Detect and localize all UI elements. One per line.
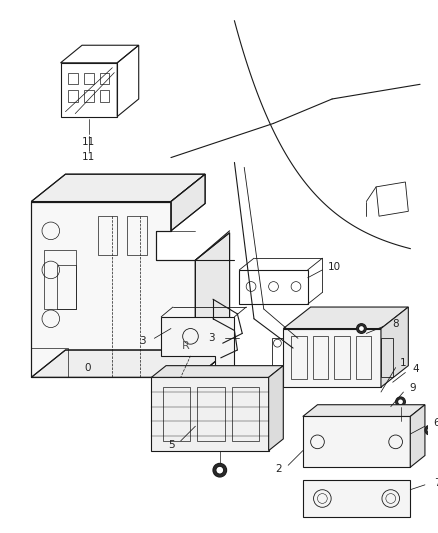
Circle shape bbox=[357, 324, 366, 334]
Circle shape bbox=[398, 399, 403, 405]
Polygon shape bbox=[283, 328, 381, 387]
Polygon shape bbox=[268, 366, 283, 450]
Circle shape bbox=[213, 463, 226, 477]
Text: 11: 11 bbox=[82, 137, 95, 147]
Text: R: R bbox=[182, 341, 190, 351]
Polygon shape bbox=[303, 405, 425, 416]
Text: 11: 11 bbox=[82, 151, 95, 161]
Circle shape bbox=[425, 425, 434, 435]
Text: 10: 10 bbox=[328, 262, 341, 272]
Text: 0: 0 bbox=[85, 362, 91, 373]
Circle shape bbox=[359, 326, 364, 332]
Polygon shape bbox=[283, 307, 408, 328]
Circle shape bbox=[216, 466, 224, 474]
Polygon shape bbox=[152, 366, 283, 377]
Polygon shape bbox=[31, 350, 230, 377]
Text: 6: 6 bbox=[434, 418, 438, 429]
Text: 7: 7 bbox=[434, 478, 438, 488]
Text: 3: 3 bbox=[139, 336, 146, 346]
Polygon shape bbox=[303, 480, 410, 517]
Polygon shape bbox=[31, 174, 205, 201]
Text: 3: 3 bbox=[208, 333, 214, 343]
Polygon shape bbox=[152, 377, 268, 450]
Polygon shape bbox=[410, 405, 425, 467]
Text: 2: 2 bbox=[275, 464, 282, 474]
Text: 8: 8 bbox=[392, 319, 399, 329]
Polygon shape bbox=[31, 201, 195, 377]
Circle shape bbox=[396, 397, 406, 407]
Text: 5: 5 bbox=[168, 440, 174, 450]
Polygon shape bbox=[161, 317, 234, 381]
Text: 4: 4 bbox=[413, 364, 420, 374]
Polygon shape bbox=[303, 416, 410, 467]
Text: 9: 9 bbox=[409, 383, 416, 393]
Polygon shape bbox=[171, 174, 205, 231]
Polygon shape bbox=[381, 307, 408, 387]
Circle shape bbox=[427, 427, 433, 433]
Text: 1: 1 bbox=[399, 358, 406, 368]
Polygon shape bbox=[195, 233, 230, 377]
